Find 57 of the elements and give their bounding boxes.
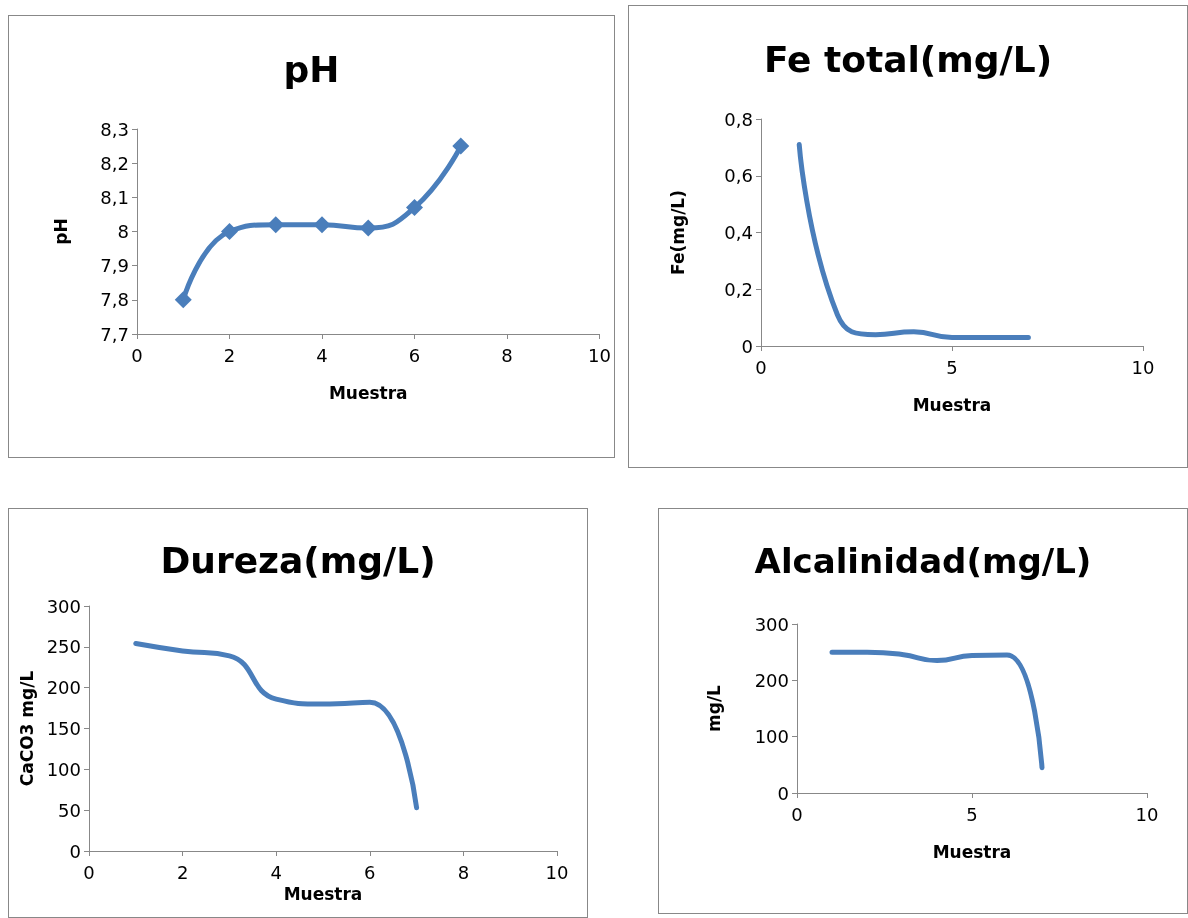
x-tick-label: 4 [316,344,328,366]
y-tick-label: 7,7 [100,323,129,345]
chart-title: pH [283,48,340,90]
y-tick-label: 7,8 [100,289,129,311]
y-tick-label: 100 [754,726,789,748]
y-tick-label: 0,4 [724,222,753,243]
y-tick-label: 50 [58,799,81,821]
y-axis-title: pH [50,218,71,245]
x-tick-label: 10 [1131,356,1155,378]
x-tick-label: 2 [223,344,236,366]
y-tick-label: 200 [754,669,789,691]
x-tick-label: 8 [457,861,470,883]
chart-title: Dureza(mg/L) [160,539,436,581]
x-tick-label: 6 [408,344,421,366]
chart-title: Fe total(mg/L) [763,38,1053,80]
x-tick-label: 0 [791,803,803,825]
y-tick-label: 100 [46,758,81,780]
x-axis-title: Muestra [283,884,363,905]
y-tick-label: 0 [777,782,789,804]
y-axis-title: CaCO3 mg/L [17,670,38,787]
x-tick-label: 4 [270,861,282,883]
y-tick-label: 150 [46,718,81,739]
y-tick-label: 8,1 [100,186,129,208]
x-tick-label: 6 [364,861,376,883]
y-tick-label: 0,2 [724,278,753,300]
y-axis-title: Fe(mg/L) [667,190,688,275]
point [221,223,239,240]
y-tick-label: 300 [46,595,81,617]
x-tick-label: 10 [545,861,569,883]
y-tick-label: 8,3 [100,118,129,140]
y-tick-label: 7,9 [100,255,129,277]
y-tick-label: 0,8 [724,108,753,130]
x-tick-label: 10 [588,344,611,366]
x-tick-label: 10 [1135,803,1159,825]
x-tick-label: 5 [966,803,978,825]
y-tick-label: 300 [754,613,789,635]
point [267,216,285,234]
x-tick-label: 8 [501,344,513,366]
y-tick-label: 8,2 [100,152,129,174]
y-tick-label: 250 [46,636,81,658]
point [313,216,331,234]
y-tick-label: 200 [46,677,81,699]
y-axis-title: mg/L [703,684,724,732]
y-tick-label: 0 [69,840,81,862]
x-tick-label: 0 [131,344,143,366]
x-tick-label: 5 [946,356,958,378]
x-axis-title: Muestra [912,394,992,415]
point [174,291,192,309]
y-tick-label: 0,6 [724,165,753,187]
point [406,199,424,217]
x-tick-label: 0 [83,861,95,883]
x-axis-title: Muestra [932,841,1012,862]
chart-title: Alcalinidad(mg/L) [754,541,1092,581]
point [452,137,470,155]
x-tick-label: 2 [176,861,189,883]
y-tick-label: 8 [117,221,129,242]
x-axis-title: Muestra [328,382,408,403]
